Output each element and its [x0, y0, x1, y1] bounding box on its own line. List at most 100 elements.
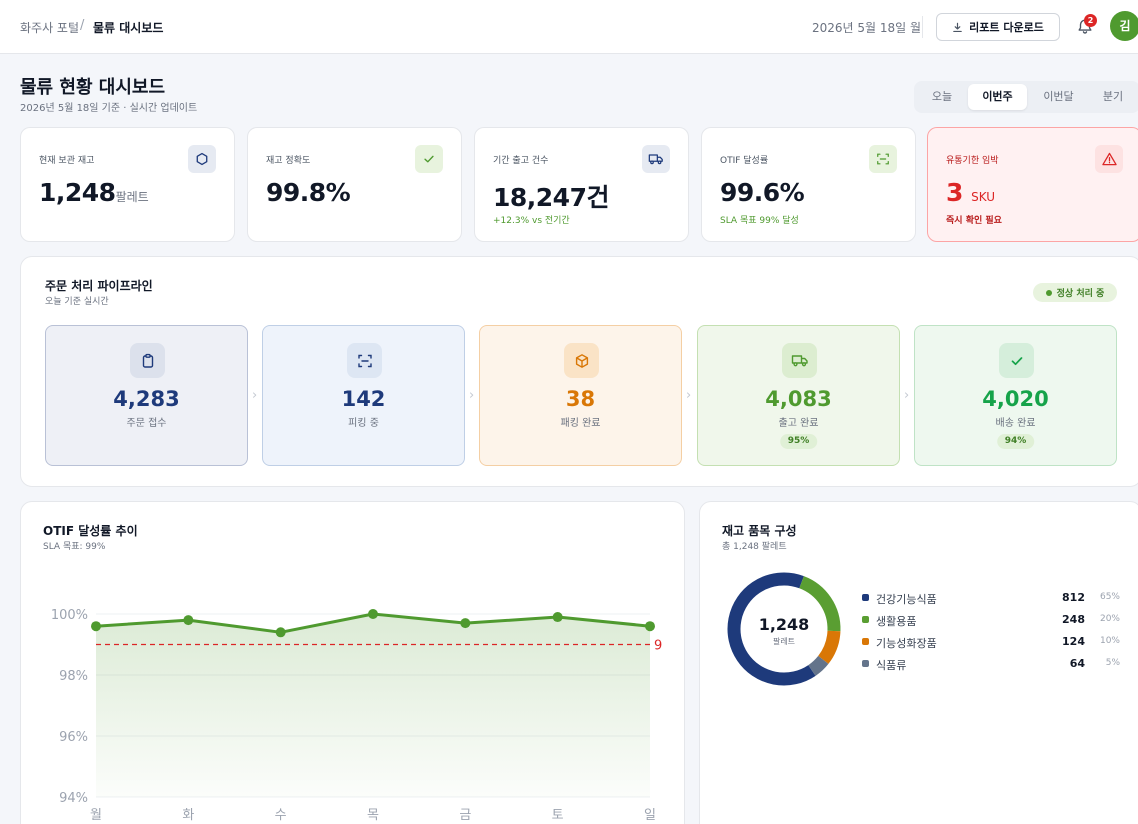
x-tick-label: 수 — [275, 808, 287, 823]
legend-count: 124 — [1062, 635, 1085, 648]
legend-label: 건강기능식품 — [876, 593, 937, 606]
x-tick-label: 화 — [182, 808, 194, 823]
truck-icon — [642, 145, 670, 173]
status-label: 정상 처리 중 — [1056, 289, 1105, 299]
scan-icon — [347, 343, 382, 378]
legend-percent: 65% — [1099, 592, 1120, 602]
tab-today[interactable]: 오늘 — [931, 90, 953, 103]
kpi-number: 3 — [946, 178, 963, 207]
kpi-value: 1,248팔레트 — [39, 178, 149, 207]
scan-icon — [869, 145, 897, 173]
kpi-label: OTIF 달성률 — [720, 156, 769, 166]
stage-value: 38 — [565, 387, 596, 411]
inventory-subtitle: 총 1,248 팔레트 — [722, 542, 787, 552]
kpi-card-inventory[interactable]: 현재 보관 재고 1,248팔레트 — [20, 127, 235, 242]
pipeline-title: 주문 처리 파이프라인 — [45, 279, 153, 293]
legend-swatch — [862, 660, 869, 667]
stage-shipped[interactable]: 4,083 출고 완료 95% — [697, 325, 900, 466]
kpi-number: 99.6% — [720, 178, 805, 207]
legend-percent: 20% — [1099, 614, 1120, 624]
stage-label: 패킹 완료 — [560, 418, 601, 429]
stage-value: 142 — [341, 387, 386, 411]
warning-icon — [1095, 145, 1123, 173]
kpi-number: 18,247건 — [493, 183, 609, 212]
legend-label: 기능성화장품 — [876, 637, 937, 650]
inventory-title: 재고 품목 구성 — [722, 524, 797, 538]
legend-count: 812 — [1062, 591, 1085, 604]
kpi-unit: SKU — [971, 190, 996, 204]
kpi-card-accuracy[interactable]: 재고 정확도 99.8% — [247, 127, 462, 242]
report-download-label: 리포트 다운로드 — [969, 21, 1044, 34]
otif-title: OTIF 달성률 추이 — [43, 524, 138, 538]
kpi-label: 유통기한 임박 — [946, 156, 999, 166]
chevron-right-icon: › — [469, 388, 475, 403]
kpi-trend-note: +12.3% vs 전기간 — [493, 216, 570, 226]
avatar[interactable]: 김 — [1110, 11, 1138, 41]
stage-packing-complete[interactable]: 38 패킹 완료 — [479, 325, 682, 466]
current-date: 2026년 5월 18일 월 — [812, 21, 922, 35]
pipeline-subtitle: 오늘 기준 실시간 — [45, 297, 109, 307]
otif-subtitle: SLA 목표: 99% — [43, 542, 106, 552]
x-tick-label: 목 — [367, 808, 379, 823]
inventory-panel — [699, 501, 1138, 824]
legend-item: 기능성화장품 124 10% — [862, 634, 1120, 650]
chevron-right-icon: › — [252, 388, 258, 403]
x-tick-label: 월 — [90, 808, 102, 823]
check-icon — [999, 343, 1034, 378]
breadcrumb-current: 물류 대시보드 — [93, 21, 164, 35]
legend-swatch — [862, 616, 869, 623]
legend-count: 248 — [1062, 613, 1085, 626]
donut-slice — [727, 572, 841, 686]
legend-label: 식품류 — [876, 659, 907, 672]
package-icon — [564, 343, 599, 378]
status-badge: 정상 처리 중 — [1033, 283, 1117, 302]
stage-order-received[interactable]: 4,283 주문 접수 — [45, 325, 248, 466]
tab-quarter[interactable]: 분기 — [1102, 90, 1124, 103]
y-tick-label: 94% — [59, 791, 88, 806]
tab-this-month[interactable]: 이번달 — [1043, 90, 1074, 103]
download-icon — [953, 22, 962, 32]
page-title: 물류 현황 대시보드 — [20, 77, 166, 98]
breadcrumb-separator: / — [80, 18, 85, 33]
stage-value: 4,083 — [765, 387, 832, 411]
data-point — [552, 612, 563, 623]
legend-percent: 5% — [1105, 658, 1120, 668]
stage-label: 주문 접수 — [126, 418, 167, 429]
stage-percent-badge: 95% — [779, 434, 818, 449]
stage-value: 4,020 — [982, 387, 1049, 411]
kpi-sla-note: SLA 목표 99% 달성 — [720, 216, 799, 226]
data-point — [645, 621, 655, 632]
stage-delivered[interactable]: 4,020 배송 완료 94% — [914, 325, 1117, 466]
donut-center-value: 1,248 — [758, 615, 810, 634]
x-tick-label: 토 — [552, 808, 564, 823]
notification-badge: 2 — [1084, 14, 1097, 27]
inventory-donut-chart — [727, 572, 841, 686]
data-point — [460, 618, 471, 629]
stage-label: 출고 완료 — [778, 418, 819, 429]
truck-icon — [782, 343, 817, 378]
kpi-card-shipments[interactable]: 기간 출고 건수 18,247건 +12.3% vs 전기간 — [474, 127, 689, 242]
kpi-value: 99.6% — [720, 178, 805, 207]
page-subtitle: 2026년 5월 18일 기준 · 실시간 업데이트 — [20, 103, 198, 114]
legend-swatch — [862, 594, 869, 601]
donut-center-label: 팔레트 — [772, 637, 796, 646]
donut-slice — [727, 572, 841, 686]
stage-percent-badge: 94% — [996, 434, 1035, 449]
top-bar: 화주사 포털 / 물류 대시보드 2026년 5월 18일 월 리포트 다운로드… — [0, 0, 1138, 54]
data-point — [368, 609, 378, 619]
y-tick-label: 96% — [59, 730, 88, 745]
tab-this-week[interactable]: 이번주 — [968, 84, 1027, 110]
report-download-button[interactable]: 리포트 다운로드 — [936, 13, 1060, 41]
stage-label: 피킹 중 — [348, 418, 379, 429]
kpi-card-otif[interactable]: OTIF 달성률 99.6% SLA 목표 99% 달성 — [701, 127, 916, 242]
legend-item: 생활용품 248 20% — [862, 612, 1120, 628]
area-fill — [96, 614, 650, 797]
breadcrumb-portal[interactable]: 화주사 포털 — [20, 21, 80, 35]
clipboard-icon — [130, 343, 165, 378]
stage-picking[interactable]: 142 피킹 중 — [262, 325, 465, 466]
legend-swatch — [862, 638, 869, 645]
stage-value: 4,283 — [113, 387, 180, 411]
y-tick-label: 98% — [59, 669, 88, 684]
kpi-card-expiry-alert[interactable]: 유통기한 임박 3 SKU 즉시 확인 필요 — [927, 127, 1138, 242]
legend-percent: 10% — [1099, 636, 1120, 646]
